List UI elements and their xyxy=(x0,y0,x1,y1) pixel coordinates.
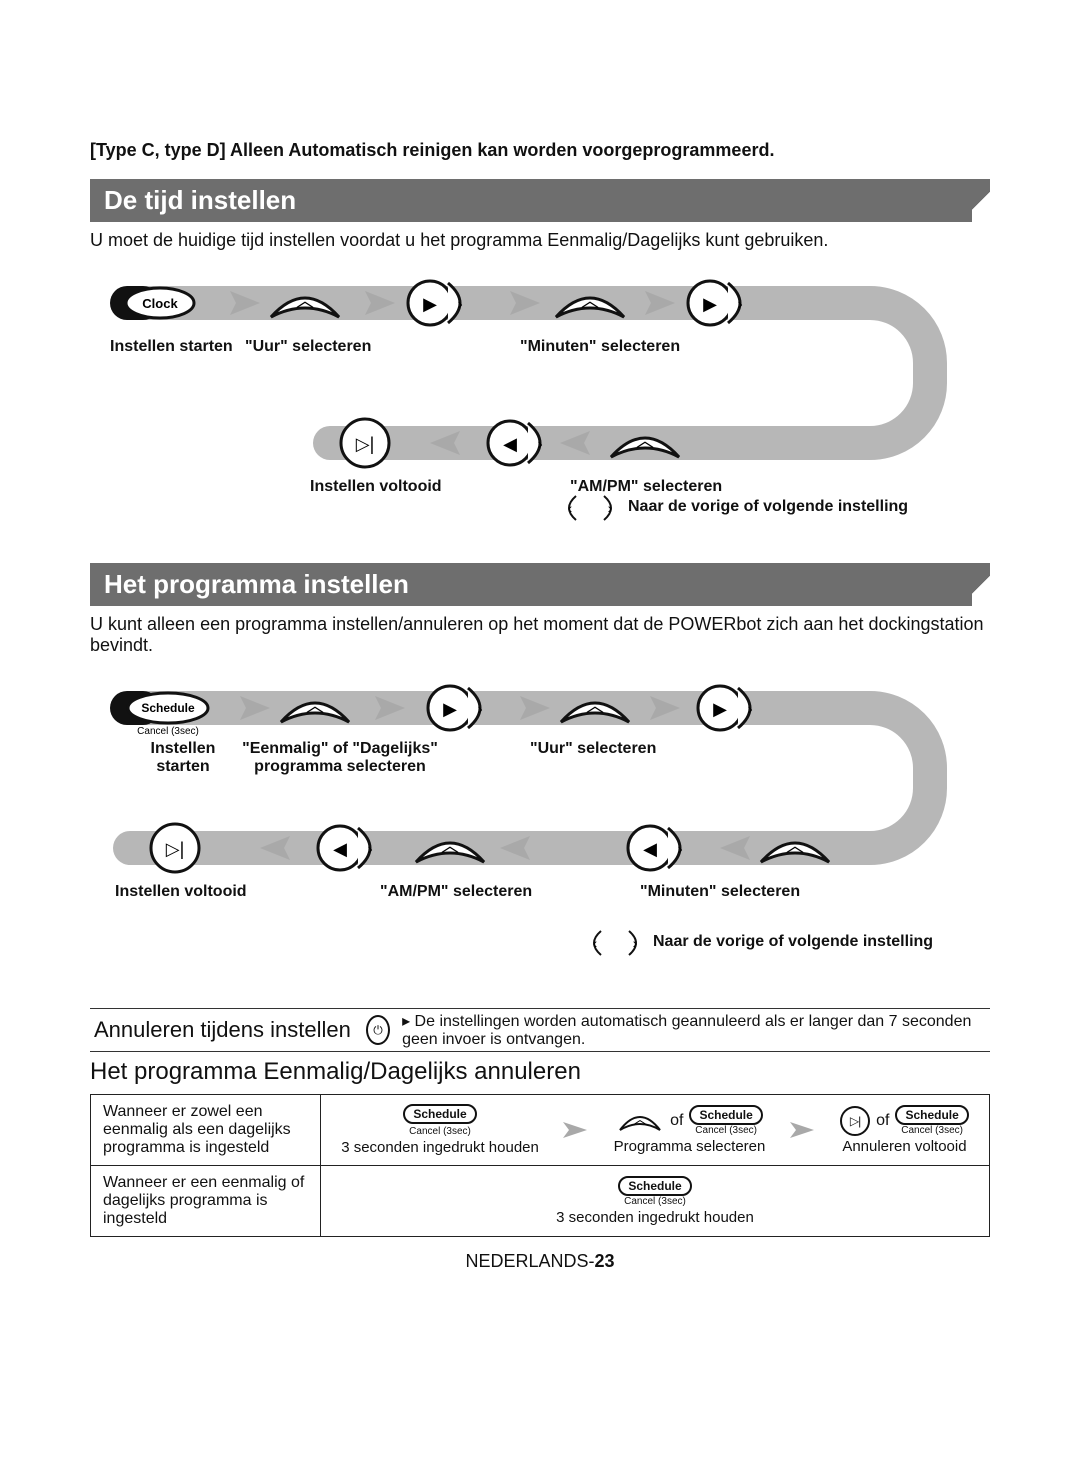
svg-text:›: › xyxy=(677,841,682,858)
svg-text:›: › xyxy=(633,935,638,951)
svg-text:▶: ▶ xyxy=(703,294,717,314)
hint-nav: Naar de vorige of volgende instelling xyxy=(628,498,908,516)
svg-text:︿: ︿ xyxy=(441,836,459,856)
svg-text:Cancel (3sec): Cancel (3sec) xyxy=(137,726,199,737)
svg-text:›: › xyxy=(747,701,752,718)
svg-text:›: › xyxy=(737,296,742,313)
lbl-ampm: "AM/PM" selecteren xyxy=(570,478,722,496)
top-note: [Type C, type D] Alleen Automatisch rein… xyxy=(90,140,990,161)
of-label: of xyxy=(876,1112,889,1130)
section-time-desc: U moet de huidige tijd instellen voordat… xyxy=(90,230,990,251)
page-footer: NEDERLANDS-23 xyxy=(90,1251,990,1272)
svg-text:︿: ︿ xyxy=(581,291,599,311)
schedule-button: Schedule xyxy=(895,1105,968,1125)
plbl-ampm: "AM/PM" selecteren xyxy=(380,883,532,901)
power-icon: ⏻ xyxy=(366,1015,390,1045)
svg-text:‹: ‹ xyxy=(568,500,573,516)
svg-text:Schedule: Schedule xyxy=(141,701,195,715)
row2-step-label: 3 seconden ingedrukt houden xyxy=(556,1209,754,1226)
plbl-minute: "Minuten" selecteren xyxy=(640,883,800,901)
svg-text:›: › xyxy=(457,296,462,313)
svg-text:︿: ︿ xyxy=(586,696,604,716)
svg-text:◀: ◀ xyxy=(643,839,657,859)
lbl-start: Instellen starten xyxy=(110,338,233,356)
svg-text:Clock: Clock xyxy=(142,296,178,311)
svg-text:›: › xyxy=(537,436,542,453)
play-icon: ▷| xyxy=(840,1106,870,1136)
schedule-button: Schedule xyxy=(618,1176,691,1196)
step2-label: Programma selecteren xyxy=(614,1138,766,1155)
svg-text:︿: ︿ xyxy=(633,1111,647,1127)
table-row: Wanneer er zowel een eenmalig als een da… xyxy=(91,1095,990,1166)
schedule-sub: Cancel (3sec) xyxy=(901,1125,963,1136)
plbl-hour: "Uur" selecteren xyxy=(530,740,656,758)
svg-text:‹: ‹ xyxy=(593,935,598,951)
lbl-hour: "Uur" selecteren xyxy=(245,338,371,356)
prog-flow-diagram: Schedule Cancel (3sec) ︿ ▶ › ︿ ▶ › xyxy=(90,668,990,998)
up-icon: ︿ xyxy=(616,1108,664,1134)
cancel-row1-desc: Wanneer er zowel een eenmalig als een da… xyxy=(91,1095,321,1166)
cancel-row2-flow: Schedule Cancel (3sec) 3 seconden ingedr… xyxy=(321,1166,990,1237)
of-label: of xyxy=(670,1112,683,1130)
svg-text:▶: ▶ xyxy=(713,699,727,719)
svg-text:▶: ▶ xyxy=(443,699,457,719)
svg-text:›: › xyxy=(608,500,613,516)
svg-text:›: › xyxy=(367,841,372,858)
plbl-start: Instellen starten xyxy=(138,740,228,776)
arrow-icon xyxy=(561,1120,591,1140)
cancel-during-row: Annuleren tijdens instellen ⏻ ▸ De inste… xyxy=(90,1008,990,1052)
svg-text:▷|: ▷| xyxy=(356,434,375,454)
schedule-sub: Cancel (3sec) xyxy=(409,1126,471,1137)
svg-text:▶: ▶ xyxy=(423,294,437,314)
svg-text:︿: ︿ xyxy=(786,836,804,856)
svg-text:▷|: ▷| xyxy=(166,839,185,859)
plbl-mode: "Eenmalig" of "Dagelijks" programma sele… xyxy=(240,740,440,776)
svg-text:︿: ︿ xyxy=(306,696,324,716)
svg-text:◀: ◀ xyxy=(503,434,517,454)
cancel-section-title: Het programma Eenmalig/Dagelijks annuler… xyxy=(90,1058,990,1086)
cancel-during-title: Annuleren tijdens instellen xyxy=(94,1017,354,1043)
step3-label: Annuleren voltooid xyxy=(842,1138,966,1155)
cancel-table: Wanneer er zowel een eenmalig als een da… xyxy=(90,1094,990,1237)
lbl-done: Instellen voltooid xyxy=(310,478,442,496)
svg-text:︿: ︿ xyxy=(636,431,654,451)
schedule-sub: Cancel (3sec) xyxy=(624,1196,686,1207)
schedule-sub: Cancel (3sec) xyxy=(695,1125,757,1136)
phint-nav: Naar de vorige of volgende instelling xyxy=(653,933,933,951)
cancel-during-note: ▸ De instellingen worden automatisch gea… xyxy=(402,1011,986,1049)
plbl-done: Instellen voltooid xyxy=(115,883,247,901)
time-flow-diagram: Clock ︿ ▶ › ︿ ▶ › xyxy=(90,263,990,553)
step1-label: 3 seconden ingedrukt houden xyxy=(341,1139,539,1156)
cancel-row2-desc: Wanneer er een eenmalig of dagelijks pro… xyxy=(91,1166,321,1237)
schedule-button: Schedule xyxy=(403,1104,476,1124)
cancel-row1-flow: Schedule Cancel (3sec) 3 seconden ingedr… xyxy=(321,1095,990,1166)
svg-text:︿: ︿ xyxy=(296,291,314,311)
section-prog-desc: U kunt alleen een programma instellen/an… xyxy=(90,614,990,656)
lbl-minute: "Minuten" selecteren xyxy=(520,338,680,356)
section-time-title: De tijd instellen xyxy=(90,179,990,222)
arrow-icon xyxy=(788,1120,818,1140)
schedule-button: Schedule xyxy=(689,1105,762,1125)
svg-text:›: › xyxy=(477,701,482,718)
svg-text:◀: ◀ xyxy=(333,839,347,859)
section-prog-title: Het programma instellen xyxy=(90,563,990,606)
table-row: Wanneer er een eenmalig of dagelijks pro… xyxy=(91,1166,990,1237)
